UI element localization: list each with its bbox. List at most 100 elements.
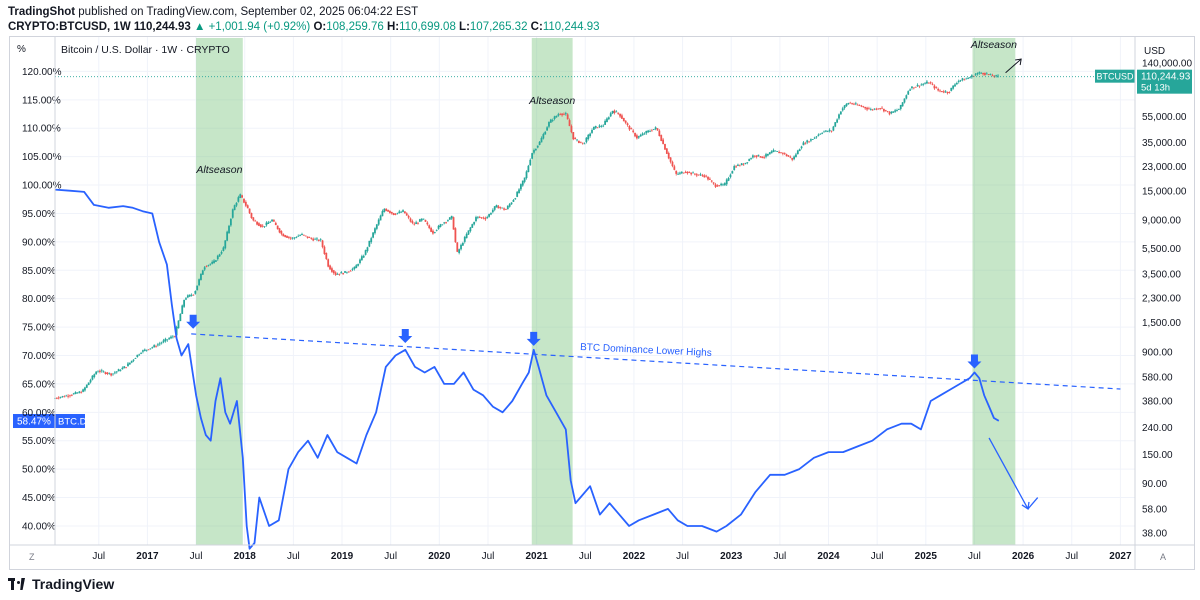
btc-candle-body <box>170 336 172 339</box>
btc-candle-body <box>286 235 288 238</box>
btc-candle-body <box>274 222 277 226</box>
btc-candle-body <box>941 91 943 93</box>
btc-candle-body <box>989 73 992 75</box>
btc-candle-body <box>823 131 825 133</box>
altseason-label: Altseason <box>970 39 1017 51</box>
btc-candle-body <box>860 105 863 107</box>
btc-candle-body <box>119 370 122 372</box>
projection-rebound <box>1027 497 1039 510</box>
btc-candle-body <box>263 226 266 228</box>
x-tick-label: 2023 <box>720 551 743 562</box>
low-label: L: <box>459 21 470 33</box>
btc-candle-body <box>117 369 120 372</box>
btc-candle-body <box>834 122 837 127</box>
btc-candle-body <box>763 156 766 158</box>
symbol-label: CRYPTO:BTCUSD, 1W <box>8 21 131 33</box>
btc-candle-body <box>737 164 739 166</box>
btc-candle-body <box>166 339 169 341</box>
btc-candle-body <box>984 73 986 75</box>
btc-candle-body <box>911 86 913 89</box>
btc-candle-body <box>63 396 66 398</box>
btc-candle-body <box>596 127 599 129</box>
btc-candle-body <box>534 148 537 151</box>
btc-candle-body <box>516 191 519 197</box>
btc-candle-body <box>922 83 925 85</box>
right-tick-label: 90.00 <box>1142 479 1167 490</box>
btc-candle-body <box>654 127 657 130</box>
btc-candle-body <box>506 205 509 210</box>
btc-candle-body <box>684 172 687 173</box>
btc-candle-body <box>574 137 577 140</box>
btc-candle-body <box>718 185 721 187</box>
right-tick-label: 1,500.00 <box>1142 318 1181 329</box>
btc-candle-body <box>658 130 661 137</box>
btc-candle-body <box>903 98 906 103</box>
left-tick-label: 95.00% <box>22 209 56 220</box>
btc-candle-body <box>142 350 144 352</box>
btc-candle-body <box>250 213 253 218</box>
btc-candle-body <box>276 225 279 230</box>
btc-candle-body <box>753 155 756 157</box>
left-tick-label: 70.00% <box>22 351 56 362</box>
btc-candle-body <box>978 72 981 74</box>
btc-candle-body <box>755 155 758 157</box>
btc-candle-body <box>896 110 898 111</box>
btc-candle-body <box>183 299 186 307</box>
btc-candle-body <box>327 259 330 267</box>
btc-candle-body <box>725 179 728 185</box>
tradingview-logo-icon <box>8 578 26 590</box>
x-tick-label: 2017 <box>136 551 159 562</box>
btc-candle-body <box>544 131 547 135</box>
btc-candle-body <box>783 153 786 154</box>
btc-candle-body <box>841 108 844 111</box>
btc-candle-body <box>722 184 724 186</box>
btc-candle-body <box>538 141 541 145</box>
btc-candle-body <box>213 260 215 263</box>
btc-candle-body <box>452 217 455 230</box>
btc-candle-body <box>740 163 743 165</box>
btc-candle-body <box>652 129 655 130</box>
btc-candle-body <box>899 104 902 110</box>
btc-candle-body <box>649 130 651 132</box>
x-tick-label: Jul <box>1065 551 1078 562</box>
btc-candle-body <box>231 209 234 218</box>
btc-candle-body <box>469 227 472 232</box>
btc-candle-body <box>246 205 249 209</box>
btc-candle-body <box>128 362 131 365</box>
btc-candle-body <box>143 349 146 351</box>
btc-candle-body <box>929 82 932 84</box>
btc-candle-body <box>235 202 238 206</box>
btc-candle-body <box>289 237 292 239</box>
btc-candle-body <box>804 143 807 145</box>
btc-candle-body <box>948 92 951 93</box>
btc-candle-body <box>716 185 719 187</box>
btc-candle-body <box>912 87 915 89</box>
altseason-zone <box>972 38 1016 545</box>
btc-candle-body <box>879 108 882 109</box>
left-tick-label: 50.00% <box>22 465 56 476</box>
close-label: C: <box>530 21 543 33</box>
btc-candle-body <box>821 132 824 134</box>
btc-candle-body <box>259 224 262 227</box>
btc-candle-body <box>877 108 880 110</box>
btc-candle-body <box>712 182 715 184</box>
btc-candle-body <box>301 233 303 235</box>
btc-candle-body <box>471 224 474 228</box>
btc-candle-body <box>682 172 685 174</box>
x-tick-label: Jul <box>287 551 300 562</box>
btc-candle-body <box>332 270 335 274</box>
btc-candle-body <box>475 217 477 222</box>
last-price: 110,244.93 <box>133 21 191 33</box>
btc-candle-body <box>886 111 889 112</box>
btc-candle-body <box>924 83 926 85</box>
btc-candle-body <box>793 156 795 160</box>
btc-candle-body <box>155 346 157 348</box>
btc-candle-body <box>626 123 629 126</box>
btc-candle-body <box>392 212 395 215</box>
btc-candle-body <box>323 246 326 254</box>
btc-candle-body <box>875 108 878 110</box>
right-tick-label: 580.00 <box>1142 373 1173 384</box>
right-axis-unit: USD <box>1144 46 1165 57</box>
btc-candle-body <box>699 174 702 176</box>
